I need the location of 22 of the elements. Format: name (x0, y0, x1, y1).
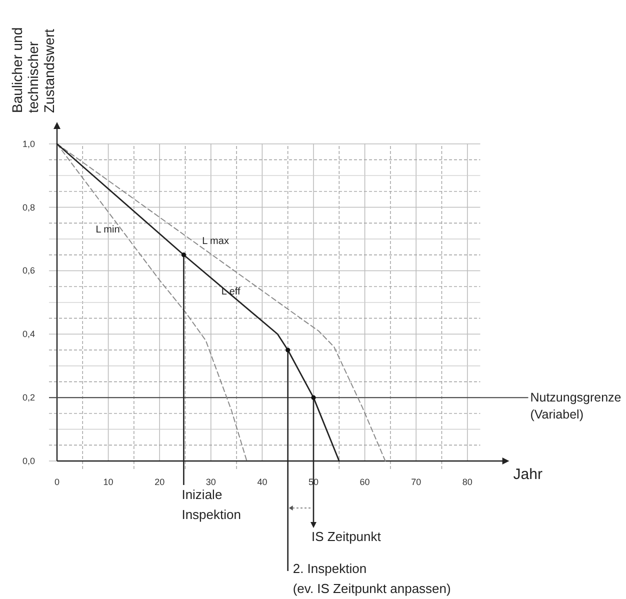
x-tick-label: 80 (462, 477, 472, 487)
y-tick-label: 0,2 (22, 392, 35, 403)
annotation: IS Zeitpunkt (312, 529, 382, 544)
annotation: 2. Inspektion (ev. IS Zeitpunkt anpassen) (292, 561, 451, 596)
x-tick-label: 60 (360, 477, 370, 487)
y-tick-label: 0,6 (22, 266, 35, 276)
series-label: L max (202, 236, 229, 248)
y-tick-label: 0,8 (22, 202, 35, 212)
x-tick-label: 30 (206, 477, 216, 487)
y-tick-label: 0,4 (22, 329, 35, 340)
x-tick-label: 70 (411, 477, 422, 487)
x-tick-label: 20 (154, 477, 165, 487)
x-tick-label: 40 (257, 477, 268, 487)
y-tick-label: 1,0 (22, 138, 35, 149)
series-label: L min (96, 224, 120, 236)
x-tick-label: 10 (103, 477, 114, 487)
annotation: Iniziale Inspektion (182, 487, 241, 522)
x-tick-label: 0 (54, 477, 60, 487)
ref-line-label: Nutzungsgrenze (Variabel) (530, 390, 622, 422)
y-tick-label: 0,0 (22, 456, 35, 466)
y-axis-title: Baulicher und technischer Zustandswert (9, 27, 57, 113)
x-axis-title: Jahr (513, 466, 542, 483)
